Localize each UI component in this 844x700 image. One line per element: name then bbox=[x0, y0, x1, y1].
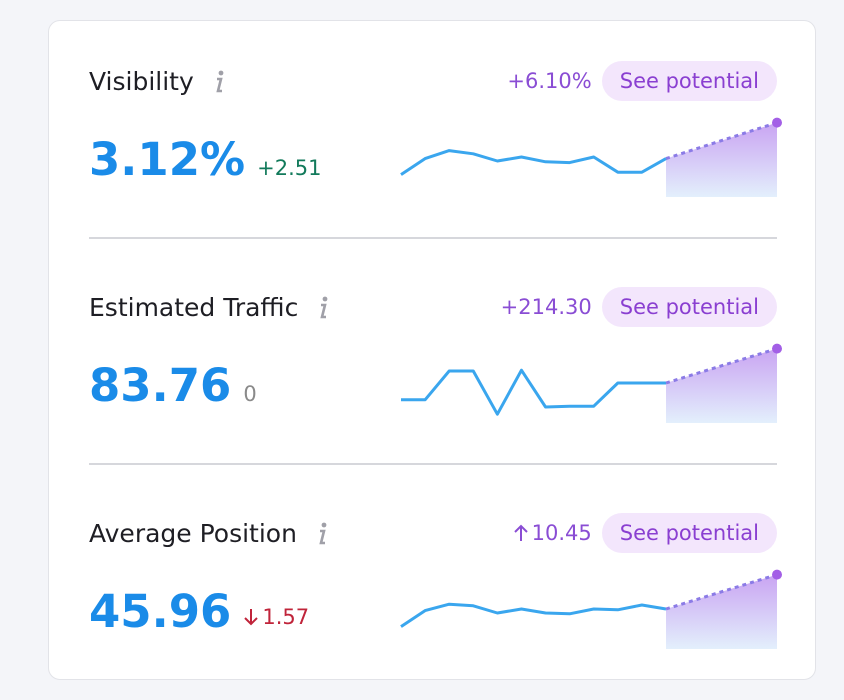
trend-line bbox=[401, 368, 666, 416]
potential-dot bbox=[772, 117, 782, 128]
arrow bbox=[244, 609, 259, 626]
metric-value: 83.76 bbox=[89, 359, 232, 412]
potential: +6.10% bbox=[507, 69, 591, 93]
metric-title: Estimated Traffic bbox=[89, 292, 299, 322]
value-row: 45.96 1.57 bbox=[89, 585, 309, 638]
potential-value: 10.45 bbox=[531, 521, 592, 545]
metric-change: 0 bbox=[243, 382, 256, 406]
metric-value: 3.12% bbox=[89, 133, 246, 186]
info-icon bbox=[320, 296, 328, 319]
potential-row: +6.10% See potential bbox=[507, 61, 777, 101]
sparkline bbox=[401, 343, 782, 423]
metric-title: Visibility bbox=[89, 66, 194, 96]
value-row: 83.76 0 bbox=[89, 359, 257, 412]
metric-section: Estimated Traffic +214.30 See potential 83.… bbox=[49, 247, 815, 473]
metric-change: +2.51 bbox=[257, 156, 321, 180]
title-row: Average Position bbox=[89, 513, 331, 553]
potential-area bbox=[666, 348, 777, 423]
potential-area bbox=[666, 122, 777, 197]
info-stem bbox=[319, 529, 326, 545]
title-row: Visibility bbox=[89, 61, 228, 101]
sparkline bbox=[400, 569, 782, 649]
potential: 10.45 bbox=[513, 521, 592, 545]
potential-line bbox=[665, 573, 778, 611]
change-value: 1.57 bbox=[262, 605, 310, 629]
divider bbox=[89, 463, 777, 465]
change-value: 0 bbox=[243, 382, 257, 406]
info-stem bbox=[320, 303, 328, 319]
potential-row: +214.30 See potential bbox=[501, 287, 777, 327]
trend-line bbox=[400, 602, 667, 628]
sparkline bbox=[400, 117, 782, 197]
arrow-icon bbox=[513, 524, 528, 541]
metrics-card: Visibility +6.10% See potential 3.12% +2.51 E… bbox=[48, 20, 816, 680]
metric-title: Average Position bbox=[89, 518, 297, 548]
metric-section: Visibility +6.10% See potential 3.12% +2.51 bbox=[49, 21, 815, 247]
value-row: 3.12% +2.51 bbox=[89, 133, 321, 186]
arrow-icon bbox=[244, 609, 259, 626]
potential-row: 10.45 See potential bbox=[513, 513, 777, 553]
metric-change: 1.57 bbox=[243, 605, 309, 629]
info-dot bbox=[322, 296, 328, 302]
trend-line bbox=[400, 149, 667, 176]
divider bbox=[89, 237, 777, 239]
info-dot bbox=[218, 70, 224, 76]
potential-dot bbox=[772, 569, 782, 580]
metric-value: 45.96 bbox=[89, 585, 232, 638]
potential-line bbox=[665, 347, 778, 385]
potential-value: +6.10% bbox=[507, 69, 592, 93]
arrow bbox=[513, 524, 528, 541]
title-row: Estimated Traffic bbox=[89, 287, 332, 327]
metric-section: Average Position 10.45 See potential 45.96 1… bbox=[49, 473, 815, 699]
see-potential-button[interactable]: See potential bbox=[601, 61, 777, 101]
info-stem bbox=[216, 77, 223, 93]
info-icon bbox=[216, 70, 224, 93]
change-value: +2.51 bbox=[257, 156, 322, 180]
potential-dot bbox=[772, 343, 782, 354]
info-icon bbox=[319, 522, 327, 545]
potential: +214.30 bbox=[501, 295, 592, 319]
see-potential-button[interactable]: See potential bbox=[601, 513, 777, 553]
info-dot bbox=[321, 522, 327, 528]
see-potential-button[interactable]: See potential bbox=[601, 287, 777, 327]
potential-value: +214.30 bbox=[500, 295, 592, 319]
potential-line bbox=[665, 121, 778, 161]
potential-area bbox=[666, 574, 777, 649]
